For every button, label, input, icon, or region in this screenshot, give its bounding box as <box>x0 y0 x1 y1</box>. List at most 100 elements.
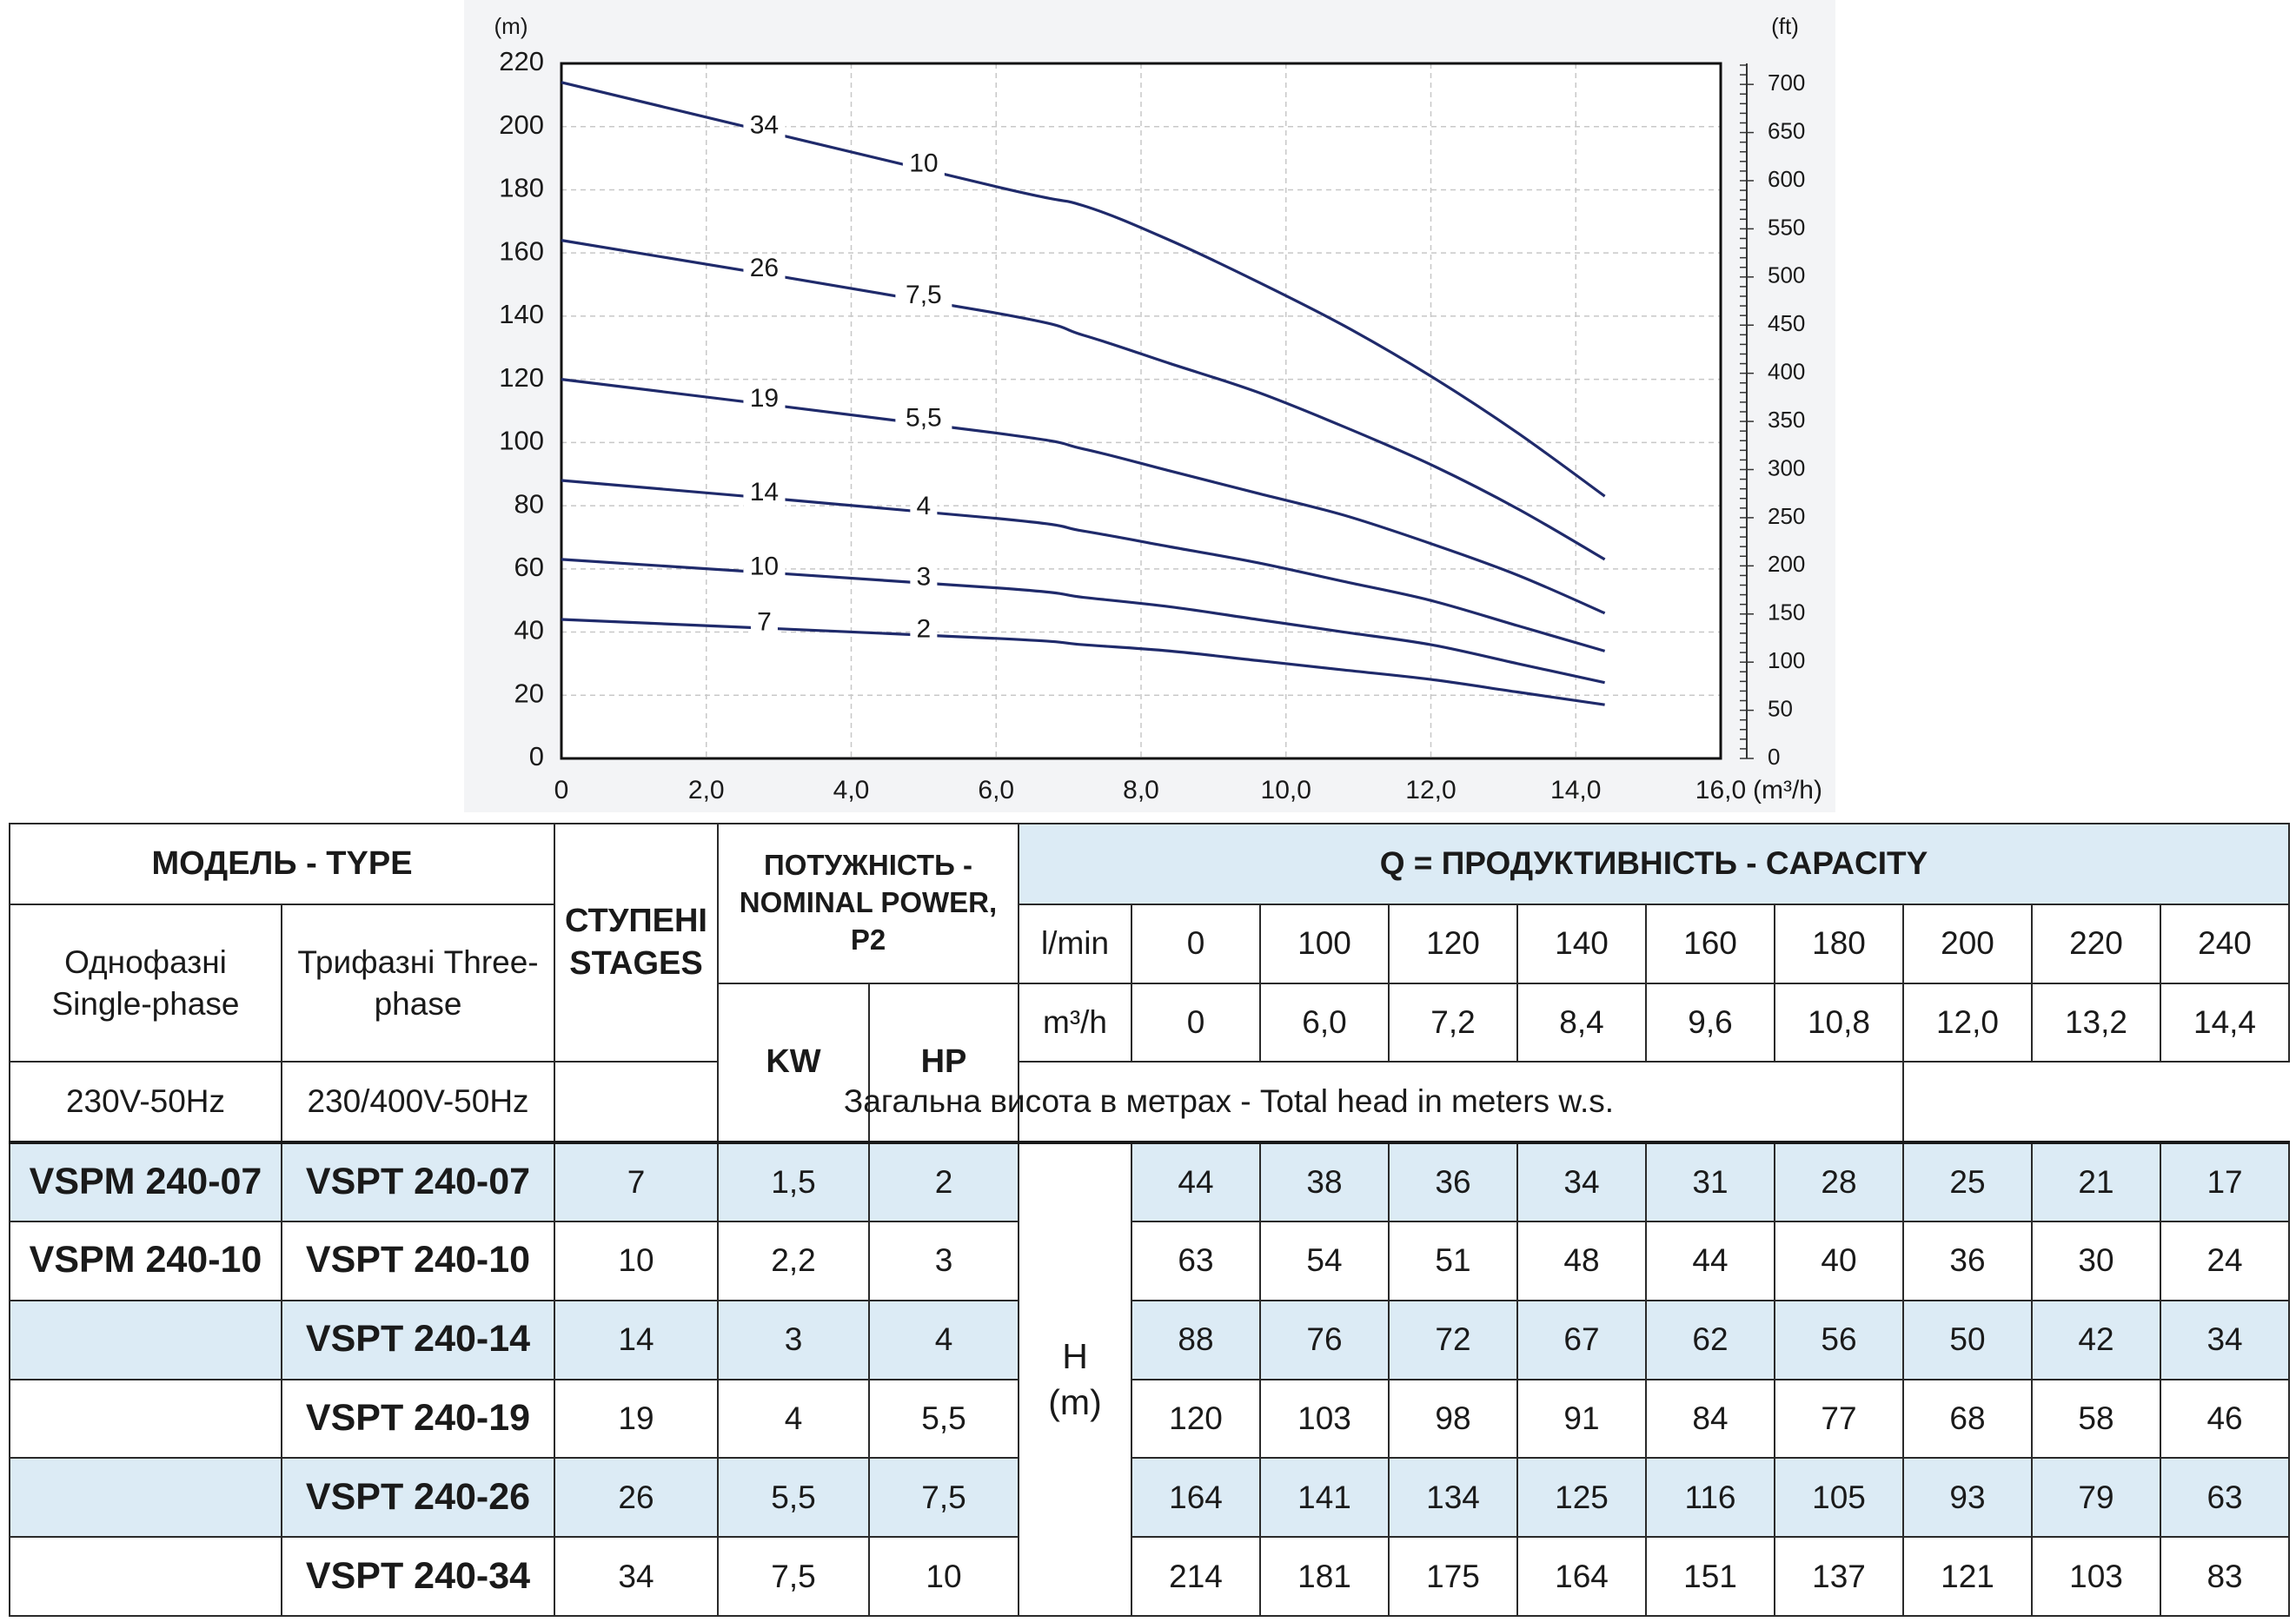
head-value: 30 <box>2031 1220 2161 1301</box>
power-header: ПОТУЖНІСТЬ - NOMINAL POWER, P2 <box>717 823 1019 984</box>
ft-tick-label: 400 <box>1768 359 1805 385</box>
m3h-value: 14,4 <box>2159 982 2291 1063</box>
power-label: 3 <box>917 563 932 592</box>
hp-value: 5,5 <box>868 1378 1019 1460</box>
m3h-value: 6,0 <box>1259 982 1390 1063</box>
stages-value: 19 <box>554 1378 719 1460</box>
y-tick-label: 180 <box>499 173 544 203</box>
m3h-value: 12,0 <box>1902 982 2033 1063</box>
head-value: 137 <box>1774 1536 1904 1617</box>
kw-value: 3 <box>717 1299 870 1380</box>
head-value: 58 <box>2031 1378 2161 1460</box>
lmin-value: 100 <box>1259 903 1390 984</box>
curve-label-bg <box>910 562 938 594</box>
x-unit: (m³/h) <box>1753 776 1822 804</box>
m3h-value: 9,6 <box>1645 982 1775 1063</box>
head-value: 93 <box>1902 1457 2033 1539</box>
x-tick-label: 0 <box>554 776 569 804</box>
pump-curve-chart: 0 20 40 60 80 100 120 140 160 180 200 220 0 2,0 4,0 6,0… <box>464 0 1835 812</box>
lmin-value: 180 <box>1774 903 1904 984</box>
head-value: 46 <box>2159 1378 2291 1460</box>
curve-label-bg <box>895 280 952 312</box>
head-value: 105 <box>1774 1457 1904 1539</box>
y-tick-label: 120 <box>499 362 544 393</box>
lmin-value: 240 <box>2159 903 2291 984</box>
table-row: VSPT 240-26 26 5,5 7,5 164 141 134 125 116 105 93 7… <box>9 1457 2291 1539</box>
lmin-value: 220 <box>2031 903 2161 984</box>
stages-value: 7 <box>554 1141 719 1222</box>
head-value: 164 <box>1516 1536 1647 1617</box>
y-tick-label: 220 <box>499 46 544 76</box>
head-value: 103 <box>1259 1378 1390 1460</box>
y-tick-label: 20 <box>514 678 544 708</box>
ft-tick-label: 550 <box>1768 214 1805 240</box>
table-row: VSPT 240-14 14 3 4 88 76 72 67 62 56 50 42 34 <box>9 1299 2291 1380</box>
model-type-header: МОДЕЛЬ - TYPE <box>9 823 555 905</box>
kw-value: 1,5 <box>717 1141 870 1222</box>
head-value: 31 <box>1645 1141 1775 1222</box>
curve-label-bg <box>743 110 786 142</box>
y-tick-label: 100 <box>499 426 544 456</box>
hp-value: 3 <box>868 1220 1019 1301</box>
stages-header: СТУПЕНІ STAGES <box>554 822 719 1063</box>
head-value: 28 <box>1774 1141 1904 1222</box>
curve-label-bg <box>743 477 786 509</box>
h-unit: (m) <box>1048 1382 1102 1423</box>
y-tick-label: 40 <box>514 615 544 645</box>
head-value: 67 <box>1516 1299 1647 1380</box>
head-value: 42 <box>2031 1299 2161 1380</box>
head-value: 141 <box>1259 1457 1390 1539</box>
head-value: 151 <box>1645 1536 1775 1617</box>
ft-tick-label: 250 <box>1768 503 1805 529</box>
power-label: 4 <box>917 492 932 520</box>
head-value: 34 <box>2159 1299 2291 1380</box>
curve-label-bg <box>902 149 945 181</box>
head-value: 34 <box>1516 1141 1647 1222</box>
single-phase-model <box>9 1536 282 1617</box>
three-phase-header: Трифазні Three-phase <box>281 903 555 1063</box>
hp-value: 7,5 <box>868 1457 1019 1539</box>
head-value: 50 <box>1902 1299 2033 1380</box>
head-value: 62 <box>1645 1299 1775 1380</box>
table-row: VSPT 240-34 34 7,5 10 214 181 175 164 151 137 121 1… <box>9 1536 2291 1617</box>
ft-tick-label: 0 <box>1768 744 1780 770</box>
three-phase-model: VSPT 240-19 <box>281 1378 555 1460</box>
lmin-value: 0 <box>1131 903 1261 984</box>
stages-label: 19 <box>750 384 779 413</box>
m3h-label: m³/h <box>1018 982 1132 1063</box>
m3h-value: 7,2 <box>1388 982 1518 1063</box>
lmin-value: 200 <box>1902 903 2033 984</box>
ft-tick-label: 200 <box>1768 551 1805 577</box>
three-phase-model: VSPT 240-07 <box>281 1141 555 1222</box>
y-unit-right: (ft) <box>1771 13 1799 39</box>
curve-label-bg <box>743 552 786 584</box>
ft-tick-label: 350 <box>1768 407 1805 433</box>
kw-value: 7,5 <box>717 1536 870 1617</box>
head-value: 17 <box>2159 1141 2291 1222</box>
head-value: 84 <box>1645 1378 1775 1460</box>
ft-tick-label: 100 <box>1768 647 1805 673</box>
performance-table: МОДЕЛЬ - TYPE СТУПЕНІ STAGES ПОТУЖНІСТЬ … <box>9 822 2291 1617</box>
h-label: H <box>1062 1335 1088 1376</box>
hp-value: 10 <box>868 1536 1019 1617</box>
curve-label-bg <box>750 607 778 639</box>
h-unit-cell: H (m) <box>1018 1141 1132 1617</box>
head-value: 175 <box>1388 1536 1518 1617</box>
head-value: 24 <box>2159 1220 2291 1301</box>
head-value: 68 <box>1902 1378 2033 1460</box>
head-value: 48 <box>1516 1220 1647 1301</box>
y-tick-label: 60 <box>514 552 544 582</box>
table-row: VSPM 240-07 VSPT 240-07 7 1,5 2 H (m) 44 38 36 34 3… <box>9 1141 2291 1617</box>
x-tick-label: 14,0 <box>1550 776 1601 804</box>
x-tick-label: 16,0 <box>1695 776 1746 804</box>
head-value: 77 <box>1774 1378 1904 1460</box>
power-label: 10 <box>909 149 938 177</box>
x-tick-label: 8,0 <box>1123 776 1159 804</box>
head-value: 54 <box>1259 1220 1390 1301</box>
single-phase-model <box>9 1457 282 1539</box>
capacity-header: Q = ПРОДУКТИВНІСТЬ - CAPACITY <box>1017 823 2291 905</box>
head-value: 44 <box>1645 1220 1775 1301</box>
head-value: 40 <box>1774 1220 1904 1301</box>
stages-label: 14 <box>750 478 779 506</box>
single-phase-model <box>9 1299 282 1380</box>
